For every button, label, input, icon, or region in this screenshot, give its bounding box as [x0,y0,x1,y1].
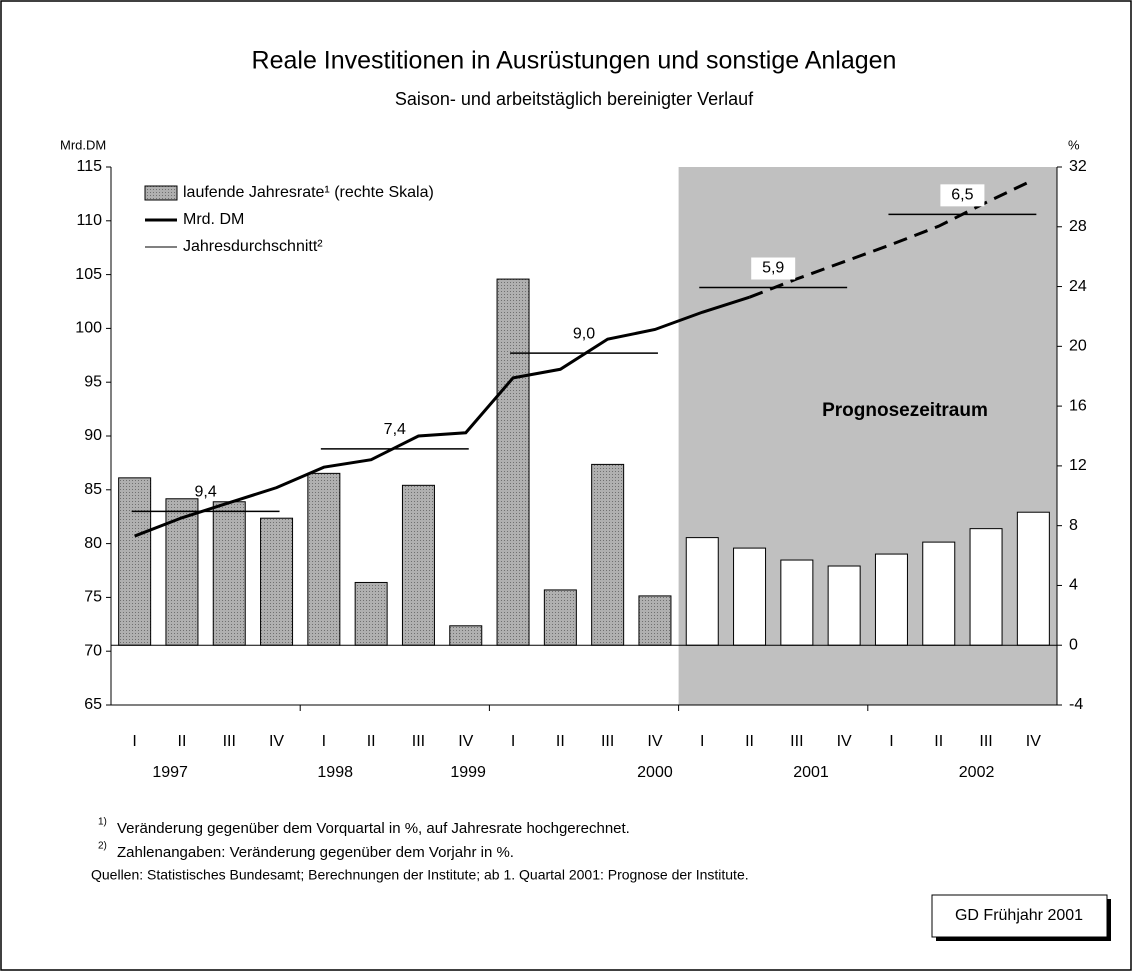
year-label: 2001 [793,764,829,781]
y-tick-label: 75 [84,589,102,606]
bar [827,565,861,646]
y2-tick-label: 8 [1069,517,1078,534]
bar [874,553,908,646]
source: Quellen: Statistisches Bundesamt; Berech… [91,867,749,883]
year-label: 2000 [637,764,673,781]
x-tick-label: IV [269,733,284,750]
x-tick-label: II [178,733,187,750]
line-forecast [749,178,1034,299]
chart-title: Reale Investitionen in Ausrüstungen und … [252,47,897,75]
x-tick-label: II [367,733,376,750]
bar [685,537,719,646]
y-tick-label: 100 [75,320,102,337]
footnote: Veränderung gegenüber dem Vorquartal in … [117,820,630,837]
y2-tick-label: 20 [1069,338,1087,355]
data-label: 9,0 [573,325,595,342]
bar [449,625,483,646]
x-tick-label: II [556,733,565,750]
x-tick-label: III [979,733,992,750]
bar [496,278,530,646]
legend-label: Jahresdurchschnitt² [183,238,323,255]
year-label: 2002 [959,764,995,781]
x-tick-label: I [322,733,326,750]
data-label: 9,4 [194,484,216,501]
bar [212,501,246,646]
y-tick-label: 115 [76,158,102,175]
x-tick-label: IV [458,733,473,750]
x-tick-label: II [745,733,754,750]
x-tick-label: IV [837,733,852,750]
footnote: Zahlenangaben: Veränderung gegenüber dem… [117,844,514,861]
chart-subtitle: Saison- und arbeitstäglich bereinigter V… [395,89,754,109]
x-tick-label: II [934,733,943,750]
y2-axis-label: % [1068,137,1080,152]
year-label: 1999 [450,764,486,781]
y2-tick-label: 16 [1069,397,1087,414]
y2-tick-label: 0 [1069,636,1078,653]
data-label: 6,5 [951,187,973,204]
y-tick-label: 80 [84,535,102,552]
bar [260,517,294,646]
line [134,295,751,538]
x-tick-label: III [601,733,614,750]
label-box [940,184,985,207]
y2-tick-label: 32 [1069,158,1087,175]
year-label: 1998 [317,764,353,781]
x-tick-label: I [700,733,704,750]
x-tick-label: III [223,733,236,750]
x-tick-label: I [132,733,136,750]
y2-tick-label: 12 [1069,457,1087,474]
bar [969,528,1003,646]
x-tick-label: III [412,733,425,750]
y-tick-label: 95 [84,373,102,390]
footnote-mark: 1) [98,817,107,828]
y2-tick-label: 28 [1069,218,1087,235]
y2-tick-label: 4 [1069,577,1078,594]
bar [591,463,625,646]
bar [307,472,341,646]
y2-tick-label: 24 [1069,278,1087,295]
y-tick-label: 65 [84,696,102,713]
legend-label: laufende Jahresrate¹ (rechte Skala) [183,184,434,201]
y2-tick-label: -4 [1069,696,1083,713]
data-label: 7,4 [384,421,406,438]
badge-box [931,894,1108,938]
bar [354,581,388,646]
x-tick-label: IV [1026,733,1041,750]
bar [401,484,435,646]
x-tick-label: I [889,733,893,750]
y-tick-label: 105 [75,266,102,283]
bar [118,477,152,646]
legend-label: Mrd. DM [183,211,244,228]
y-tick-label: 90 [84,427,102,444]
forecast-label: Prognosezeitraum [822,400,988,421]
x-tick-label: IV [647,733,662,750]
bar [1016,511,1050,646]
bar [638,595,672,646]
data-label: 5,9 [762,260,784,277]
badge: GD Frühjahr 2001 [955,907,1083,924]
bar [780,559,814,646]
y-tick-label: 70 [84,642,102,659]
x-tick-label: I [511,733,515,750]
y-tick-label: 85 [84,481,102,498]
y-axis-label: Mrd.DM [60,137,106,152]
bar [922,541,956,646]
footnote-mark: 2) [98,841,107,852]
legend-swatch [144,185,178,201]
bar [733,547,767,646]
x-tick-label: III [790,733,803,750]
bar [543,589,577,646]
y-tick-label: 110 [76,212,102,229]
label-box [751,257,796,280]
year-label: 1997 [152,764,188,781]
